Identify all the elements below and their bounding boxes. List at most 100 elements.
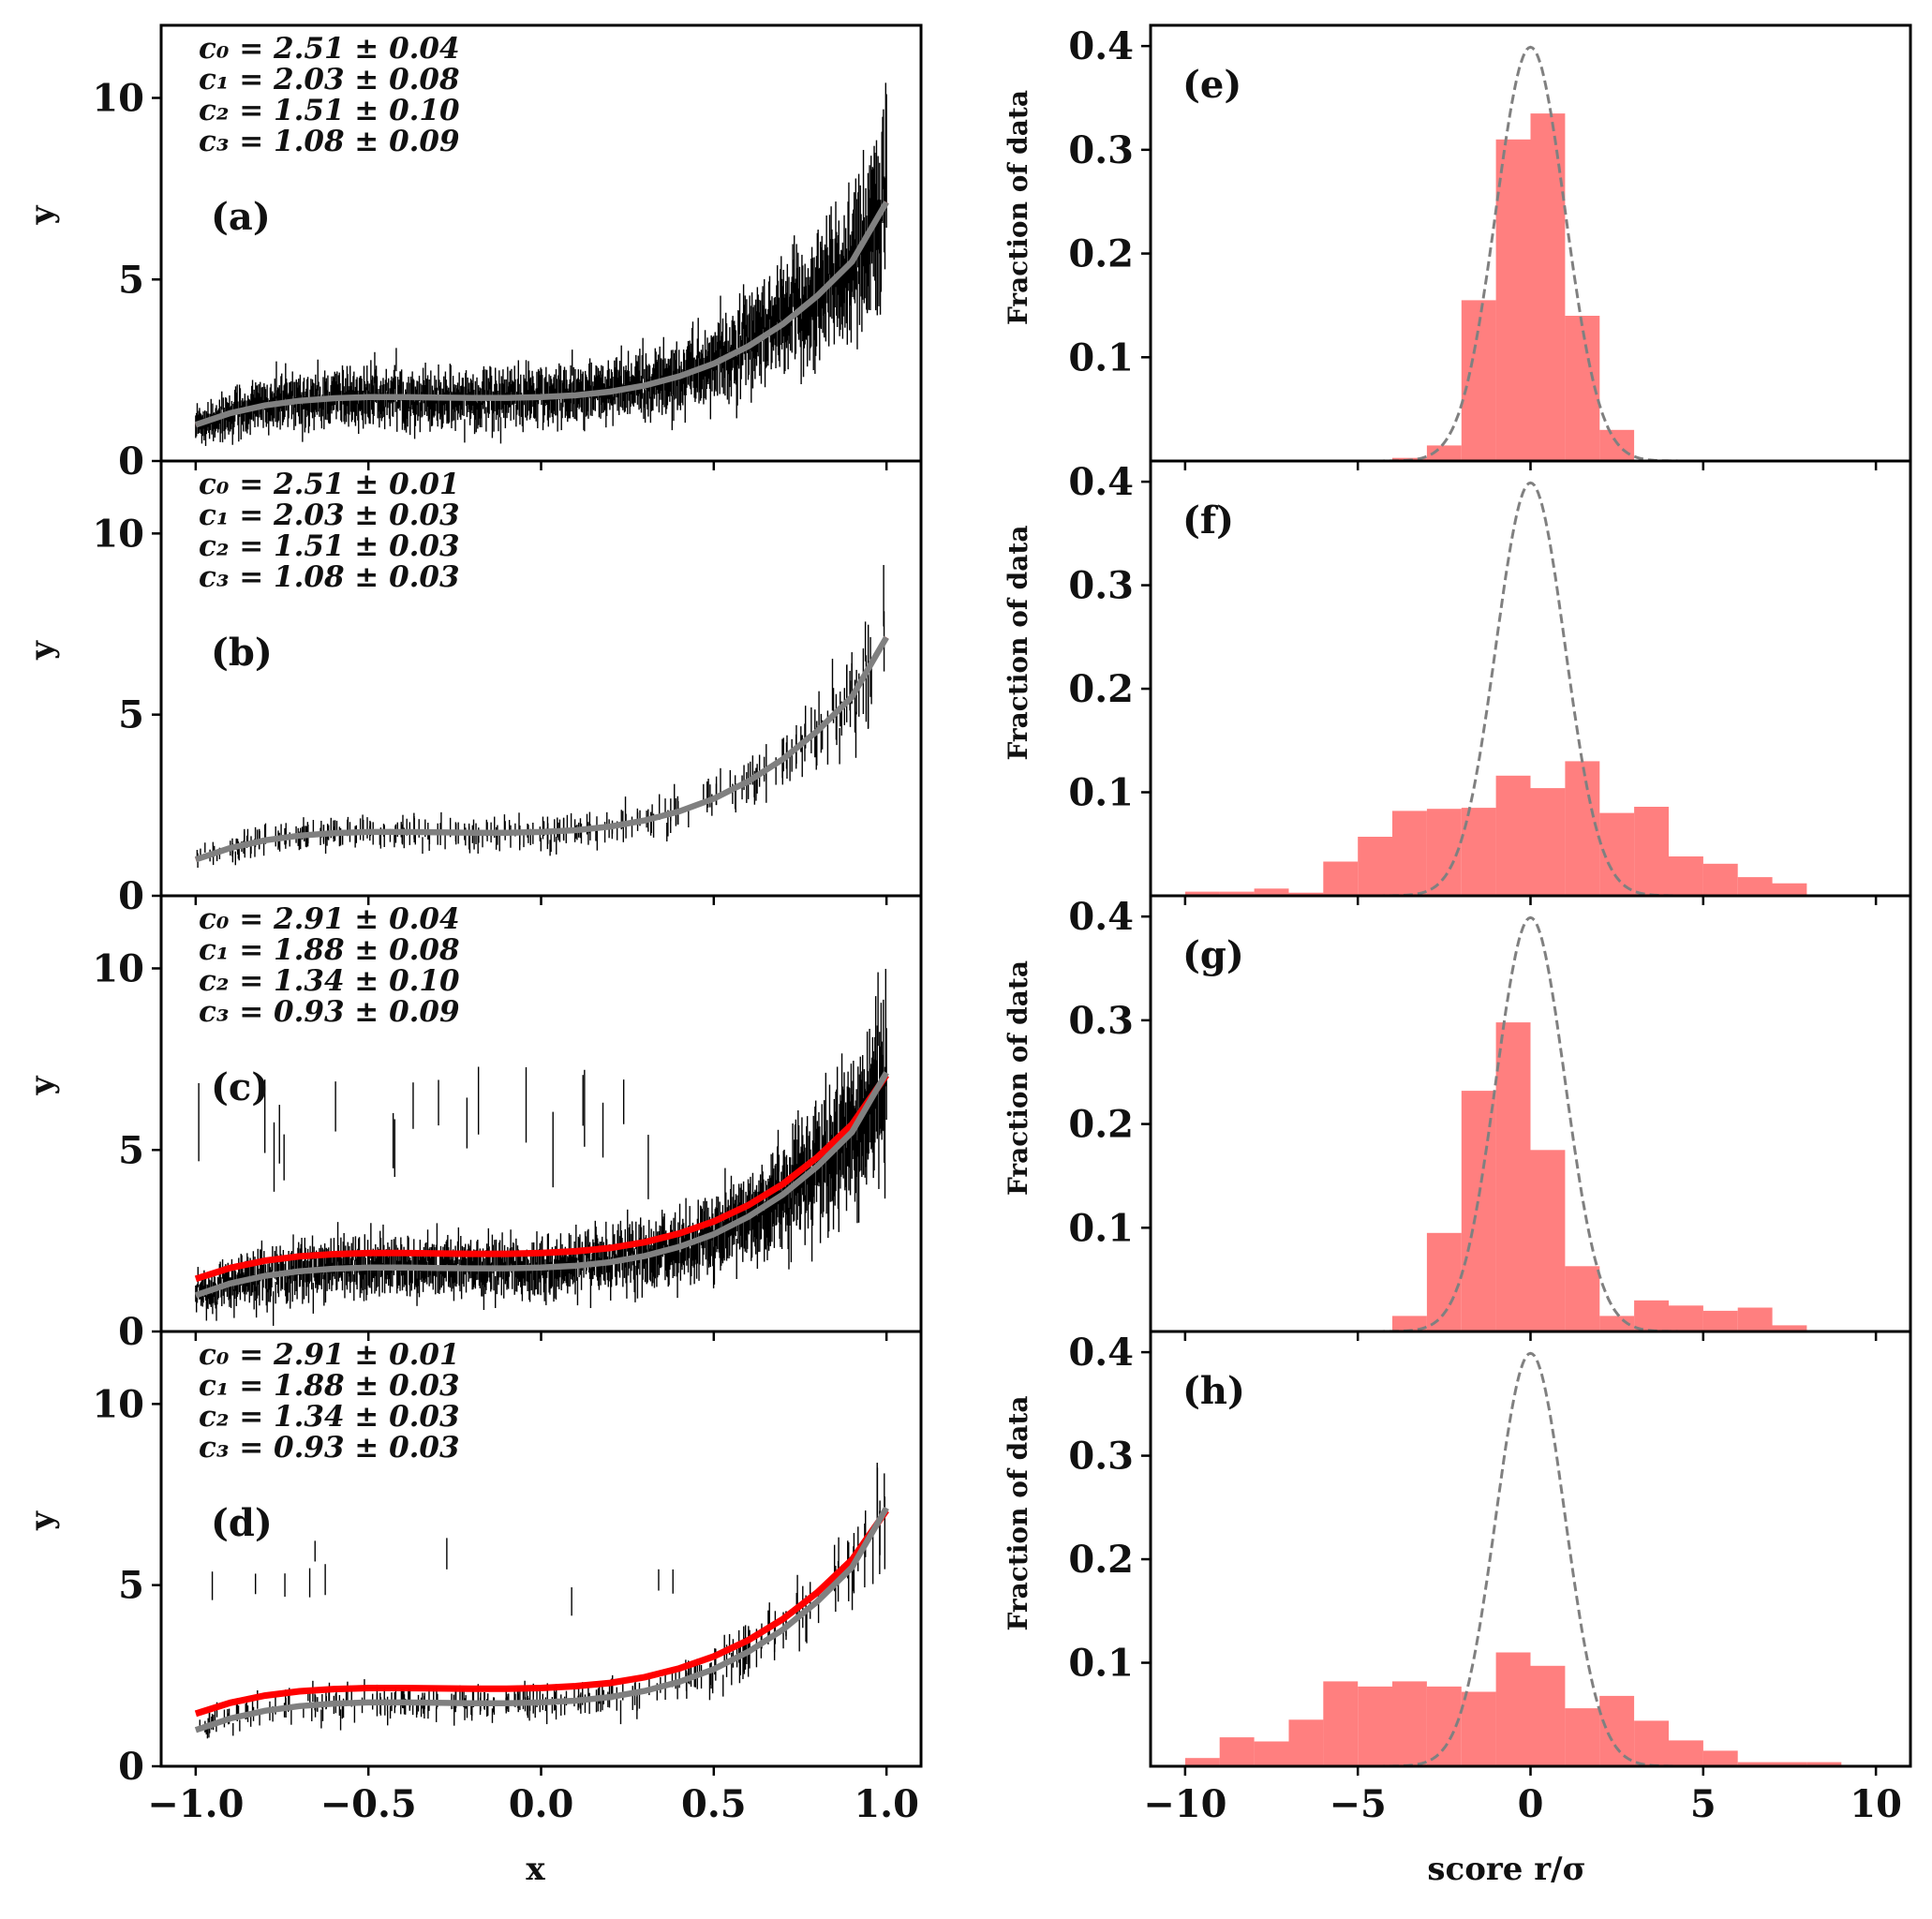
x-tick-label: 5 — [1690, 1782, 1717, 1826]
histogram-bar — [1392, 1316, 1427, 1331]
histogram-bar — [1495, 775, 1531, 896]
y-tick-label: 0 — [118, 439, 144, 483]
panel-label: (d) — [211, 1501, 273, 1545]
y-axis-label: Fraction of data — [1003, 526, 1033, 761]
histogram-bar — [1219, 1737, 1255, 1766]
coefficient-annotation: c₀ = 2.91 ± 0.04 — [199, 902, 460, 936]
histogram-bar — [1702, 1310, 1738, 1331]
histogram-bar — [1461, 1691, 1496, 1766]
y-tick-label: 0 — [118, 874, 144, 918]
histogram-bar — [1219, 891, 1255, 896]
fit-curve — [194, 1073, 889, 1283]
x-tick-label: 10 — [1850, 1782, 1902, 1826]
plot-area — [194, 968, 889, 1326]
histogram-bar — [1634, 1300, 1669, 1331]
histogram-bar — [1288, 892, 1324, 896]
y-tick-label: 10 — [92, 947, 144, 991]
y-tick-label: 0.4 — [1068, 1331, 1134, 1375]
x-tick-label: −1.0 — [147, 1782, 244, 1826]
histogram-bar — [1772, 1762, 1807, 1766]
y-axis-label: y — [23, 640, 61, 661]
histogram-bar — [1806, 1762, 1842, 1766]
panel-e: 0.1 0.2 0.3 0.4 Fraction of data (e) — [1003, 23, 1912, 470]
histogram-bar — [1495, 1652, 1531, 1766]
plot-area — [1151, 1351, 1910, 1766]
histogram-bar — [1495, 139, 1531, 461]
reference-curve — [1151, 481, 1910, 896]
y-tick-label: 0.2 — [1068, 1538, 1134, 1582]
y-tick-label: 0.3 — [1068, 999, 1134, 1043]
true-curve — [194, 1506, 889, 1733]
histogram-bar — [1426, 445, 1462, 461]
histogram-bar — [1358, 837, 1393, 896]
histogram-bar — [1702, 1750, 1738, 1766]
panel-label: (e) — [1182, 63, 1241, 107]
histogram-bar — [1634, 807, 1669, 896]
fit-curve — [194, 1508, 889, 1718]
histogram-bar — [1702, 863, 1738, 896]
histogram-bar — [1669, 1740, 1703, 1766]
y-tick-label: 0.1 — [1068, 771, 1134, 815]
histogram-bar — [1323, 1681, 1359, 1766]
y-tick-label: 5 — [118, 258, 144, 302]
histogram-bar — [1530, 1150, 1566, 1331]
panel-f: 0.1 0.2 0.3 0.4 Fraction of data (f) — [1003, 459, 1912, 905]
coefficient-annotation: c₁ = 2.03 ± 0.08 — [199, 63, 460, 97]
histogram-bar — [1288, 1719, 1324, 1766]
histogram-bar — [1599, 1695, 1635, 1766]
histogram-bar — [1530, 1665, 1566, 1766]
histogram-bar — [1254, 1741, 1289, 1766]
y-tick-label: 0.4 — [1068, 460, 1134, 504]
y-axis-label: y — [23, 1510, 61, 1531]
coefficient-annotation: c₂ = 1.34 ± 0.10 — [199, 964, 460, 998]
coefficient-annotation: c₂ = 1.51 ± 0.03 — [199, 529, 460, 563]
y-tick-label: 0.3 — [1068, 1435, 1134, 1479]
reference-curve — [1151, 915, 1910, 1331]
y-axis-label: Fraction of data — [1003, 90, 1033, 325]
plot-area — [194, 1463, 889, 1739]
plot-area — [1151, 915, 1910, 1331]
panel-g: 0.1 0.2 0.3 0.4 Fraction of data (g) — [1003, 894, 1912, 1341]
coefficient-annotation: c₃ = 1.08 ± 0.09 — [199, 125, 460, 158]
plot-area — [194, 82, 889, 446]
y-tick-label: 0 — [118, 1310, 144, 1354]
coefficient-annotation: c₀ = 2.91 ± 0.01 — [199, 1338, 460, 1372]
panel-label: (a) — [211, 195, 271, 239]
histogram-bar — [1634, 1720, 1669, 1766]
plot-area — [194, 564, 889, 869]
histogram-bar — [1565, 1266, 1600, 1331]
coefficient-annotation: c₁ = 2.03 ± 0.03 — [199, 498, 460, 532]
true-curve — [194, 1071, 889, 1299]
x-axis-label: x — [526, 1851, 545, 1888]
y-tick-label: 5 — [118, 1564, 144, 1608]
coefficient-annotation: c₃ = 0.93 ± 0.03 — [199, 1431, 460, 1465]
x-tick-label: −0.5 — [320, 1782, 417, 1826]
histogram-bar — [1599, 429, 1635, 461]
histogram-bar — [1565, 1708, 1600, 1766]
true-curve — [194, 635, 889, 863]
x-axis-label: score r/σ — [1427, 1851, 1585, 1888]
histogram-bar — [1461, 1091, 1496, 1331]
y-tick-label: 10 — [92, 512, 144, 556]
y-tick-label: 0.1 — [1068, 1206, 1134, 1250]
plot-area — [1151, 481, 1910, 896]
histogram-bar — [1737, 1307, 1773, 1331]
panel-label: (g) — [1182, 933, 1244, 977]
panel-label: (b) — [211, 631, 273, 675]
y-tick-label: 0.2 — [1068, 1103, 1134, 1147]
x-tick-label: 0 — [1518, 1782, 1544, 1826]
y-tick-label: 0 — [118, 1745, 144, 1789]
y-tick-label: 0.1 — [1068, 1642, 1134, 1686]
panel-label: (c) — [211, 1065, 269, 1109]
x-tick-label: −5 — [1330, 1782, 1387, 1826]
y-tick-label: 0.4 — [1068, 24, 1134, 68]
plot-area — [1151, 45, 1910, 461]
coefficient-annotation: c₀ = 2.51 ± 0.04 — [199, 32, 460, 66]
y-tick-label: 10 — [92, 77, 144, 121]
y-tick-label: 5 — [118, 693, 144, 737]
panel-h: 0.1 0.2 0.3 0.4 −10 −5 0 5 10 Fraction of data (h)… — [1003, 1330, 1912, 1888]
histogram-bar — [1669, 856, 1703, 896]
